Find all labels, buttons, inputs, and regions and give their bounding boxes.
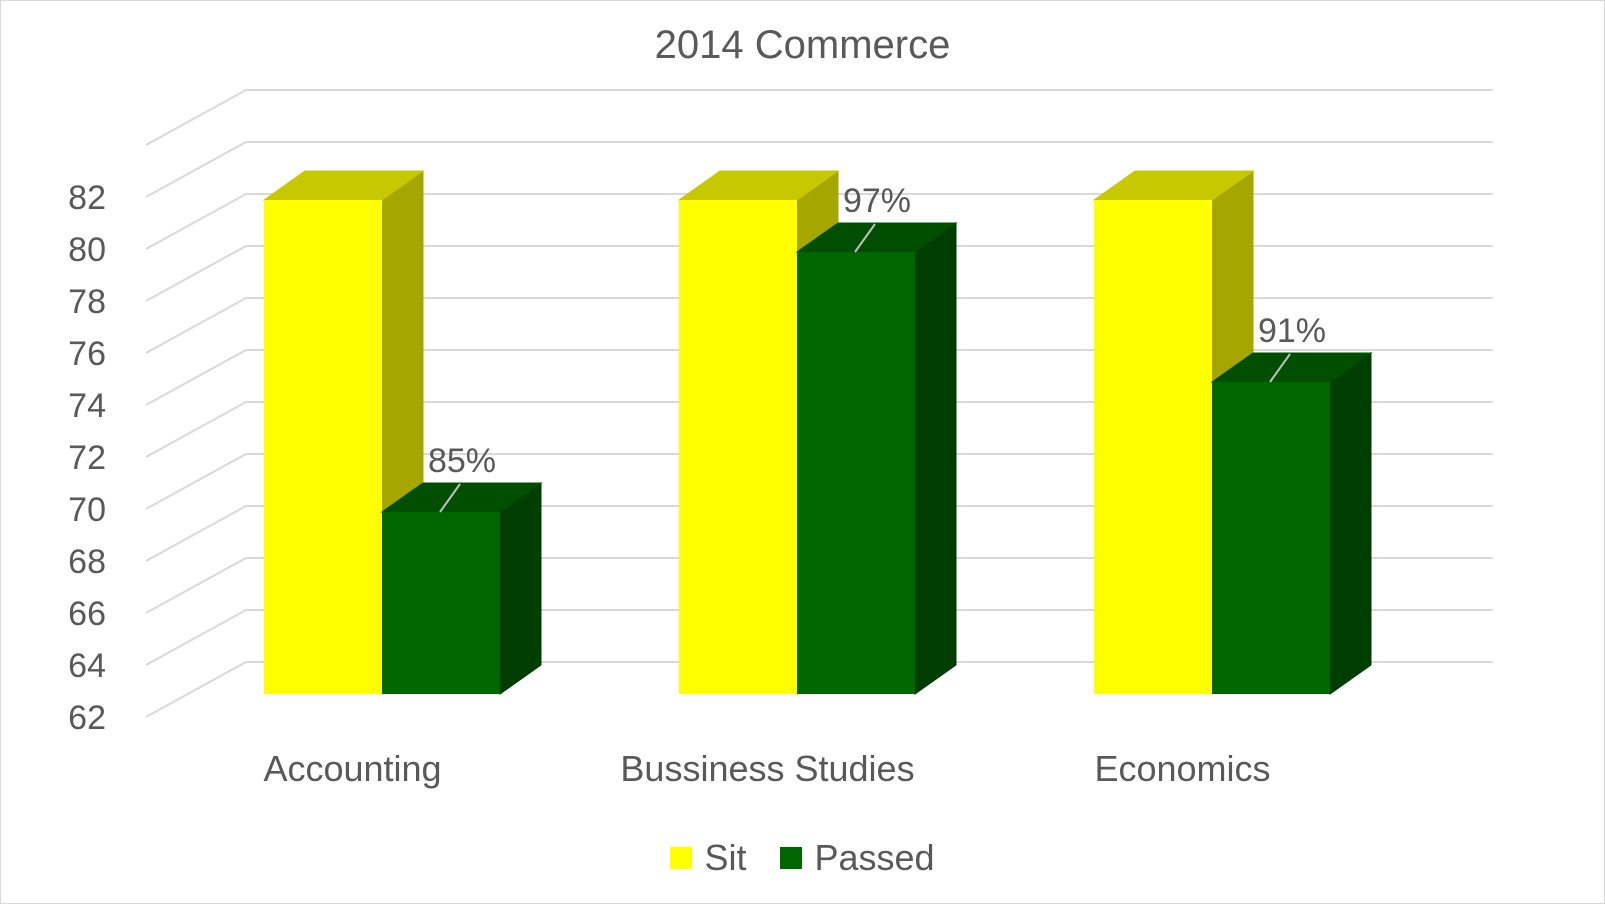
y-tick-label-10: 82 (68, 179, 106, 217)
bar-side-passed-economics (1329, 352, 1372, 695)
y-tick-label-1: 64 (68, 647, 106, 685)
bar-side-passed-bussiness-studies (914, 222, 957, 695)
y-tick-label-5: 72 (68, 439, 106, 477)
bar-passed-economics (1212, 382, 1330, 694)
bar-sit-economics (1094, 200, 1212, 694)
gridline-depth-0 (145, 661, 247, 718)
x-tick-label-economics: Economics (1094, 748, 1270, 789)
gridline-depth-top (145, 89, 247, 146)
gridline-depth-4 (145, 453, 247, 510)
gridline-depth-6 (145, 349, 247, 406)
gridline-depth-2 (145, 557, 247, 614)
x-tick-label-bussiness-studies: Bussiness Studies (620, 748, 914, 789)
legend-swatch-passed (780, 847, 803, 869)
bar-sit-accounting (264, 200, 382, 694)
data-label-leader-economics (1269, 353, 1291, 383)
data-label-leader-bussiness-studies (854, 223, 876, 253)
y-tick-label-3: 68 (68, 543, 106, 581)
y-tick-label-6: 74 (68, 387, 106, 425)
gridline-depth-7 (145, 297, 247, 354)
bar-passed-accounting (382, 512, 500, 694)
legend-label-sit: Sit (704, 837, 747, 878)
data-label-accounting: 85% (428, 442, 496, 480)
gridline-depth-10 (145, 141, 247, 198)
legend-item-sit: Sit (670, 837, 746, 879)
y-tick-label-0: 62 (68, 699, 106, 737)
gridline-depth-9 (145, 193, 247, 250)
chart-title: 2014 Commerce (654, 23, 951, 67)
bar-sit-bussiness-studies (679, 200, 797, 694)
data-label-leader-accounting (439, 483, 461, 513)
x-tick-label-accounting: Accounting (263, 748, 441, 789)
chart-legend: Sit Passed (1, 837, 1604, 879)
bar-side-passed-accounting (499, 482, 542, 695)
gridline-depth-5 (145, 401, 247, 458)
y-tick-label-2: 66 (68, 595, 106, 633)
bar-passed-bussiness-studies (797, 252, 915, 694)
gridline-depth-8 (145, 245, 247, 302)
gridline-depth-3 (145, 505, 247, 562)
y-tick-label-7: 76 (68, 335, 106, 373)
y-tick-label-4: 70 (68, 491, 106, 529)
y-tick-label-9: 80 (68, 231, 106, 269)
y-tick-label-8: 78 (68, 283, 106, 321)
legend-item-passed: Passed (780, 837, 935, 879)
legend-label-passed: Passed (814, 837, 935, 878)
gridline-depth-1 (145, 609, 247, 666)
legend-swatch-sit (670, 847, 693, 869)
data-label-economics: 91% (1258, 312, 1326, 350)
data-label-bussiness-studies: 97% (843, 182, 911, 220)
